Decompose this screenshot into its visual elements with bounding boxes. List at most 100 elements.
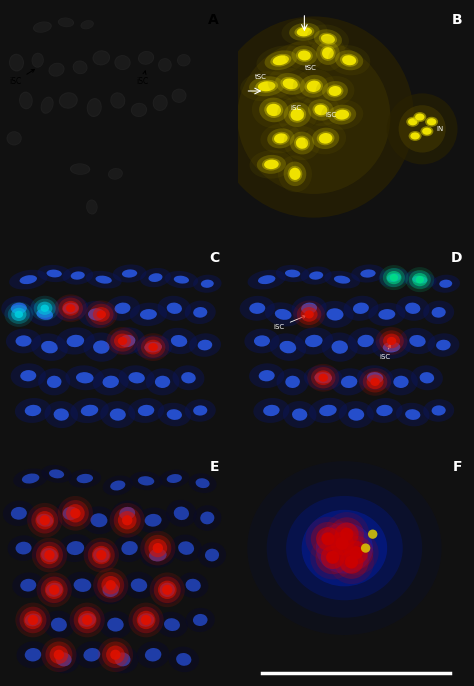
Ellipse shape	[361, 543, 370, 553]
Ellipse shape	[157, 403, 191, 427]
Ellipse shape	[141, 336, 165, 357]
Ellipse shape	[53, 296, 88, 321]
Ellipse shape	[321, 333, 358, 362]
Ellipse shape	[351, 265, 385, 283]
Ellipse shape	[264, 160, 279, 169]
Ellipse shape	[108, 168, 123, 180]
Ellipse shape	[31, 507, 58, 534]
Ellipse shape	[47, 376, 62, 388]
Ellipse shape	[301, 307, 318, 322]
Ellipse shape	[249, 76, 284, 96]
Ellipse shape	[46, 583, 63, 597]
Text: iSC: iSC	[326, 112, 337, 118]
Ellipse shape	[118, 366, 155, 390]
Ellipse shape	[405, 303, 420, 314]
Ellipse shape	[154, 576, 181, 603]
Ellipse shape	[177, 54, 191, 67]
Ellipse shape	[6, 329, 41, 353]
Ellipse shape	[290, 132, 314, 154]
Ellipse shape	[255, 80, 278, 93]
Ellipse shape	[316, 523, 373, 573]
Ellipse shape	[145, 535, 171, 561]
Ellipse shape	[71, 272, 85, 280]
Ellipse shape	[39, 515, 50, 525]
Ellipse shape	[162, 584, 173, 595]
Ellipse shape	[347, 327, 383, 355]
Ellipse shape	[4, 302, 33, 327]
Ellipse shape	[193, 274, 221, 293]
Text: iSC: iSC	[290, 105, 301, 111]
Ellipse shape	[240, 296, 275, 320]
Ellipse shape	[256, 45, 305, 75]
Ellipse shape	[8, 305, 30, 324]
Ellipse shape	[178, 55, 190, 66]
Ellipse shape	[264, 102, 283, 118]
Ellipse shape	[280, 341, 296, 353]
Ellipse shape	[122, 515, 132, 525]
Ellipse shape	[93, 340, 109, 354]
Ellipse shape	[291, 108, 304, 121]
Ellipse shape	[38, 368, 70, 395]
Ellipse shape	[119, 507, 135, 520]
Ellipse shape	[16, 542, 32, 554]
Ellipse shape	[366, 398, 402, 423]
Ellipse shape	[278, 156, 312, 192]
Ellipse shape	[399, 105, 446, 152]
Ellipse shape	[285, 270, 300, 277]
Ellipse shape	[319, 405, 337, 416]
Ellipse shape	[275, 73, 305, 95]
Ellipse shape	[432, 307, 446, 318]
Ellipse shape	[43, 611, 75, 639]
Ellipse shape	[70, 602, 105, 637]
Ellipse shape	[319, 374, 328, 382]
Ellipse shape	[62, 266, 93, 285]
Ellipse shape	[423, 300, 454, 324]
Ellipse shape	[84, 538, 119, 572]
Ellipse shape	[76, 372, 94, 383]
Ellipse shape	[309, 398, 347, 423]
Ellipse shape	[144, 342, 162, 353]
Ellipse shape	[436, 340, 451, 351]
Ellipse shape	[305, 335, 323, 347]
Ellipse shape	[267, 479, 422, 617]
Ellipse shape	[118, 337, 127, 345]
Text: IN: IN	[436, 126, 444, 132]
Ellipse shape	[331, 368, 367, 395]
Ellipse shape	[270, 333, 306, 361]
Ellipse shape	[62, 301, 79, 316]
Ellipse shape	[305, 79, 323, 94]
Ellipse shape	[353, 303, 369, 314]
Ellipse shape	[264, 50, 297, 70]
Text: B: B	[452, 13, 462, 27]
Ellipse shape	[338, 401, 374, 428]
Ellipse shape	[181, 372, 196, 383]
Ellipse shape	[12, 572, 44, 598]
Ellipse shape	[81, 405, 98, 416]
Ellipse shape	[363, 371, 387, 392]
Ellipse shape	[423, 399, 454, 422]
Ellipse shape	[28, 615, 38, 625]
Text: iSC: iSC	[380, 344, 391, 360]
Ellipse shape	[55, 652, 72, 666]
Ellipse shape	[319, 521, 365, 565]
Ellipse shape	[247, 270, 286, 289]
Ellipse shape	[311, 522, 345, 556]
Ellipse shape	[262, 158, 281, 171]
Ellipse shape	[289, 23, 319, 41]
Ellipse shape	[148, 343, 158, 351]
Ellipse shape	[307, 364, 339, 392]
Ellipse shape	[41, 637, 76, 672]
Ellipse shape	[88, 308, 105, 320]
Ellipse shape	[96, 550, 107, 560]
Ellipse shape	[110, 331, 135, 352]
Ellipse shape	[214, 16, 414, 217]
Ellipse shape	[316, 527, 340, 550]
Ellipse shape	[49, 584, 59, 595]
Ellipse shape	[176, 653, 191, 666]
Ellipse shape	[317, 132, 335, 145]
Ellipse shape	[260, 123, 301, 154]
Ellipse shape	[289, 167, 301, 180]
Ellipse shape	[9, 54, 24, 71]
Ellipse shape	[41, 465, 72, 483]
Ellipse shape	[288, 166, 302, 182]
